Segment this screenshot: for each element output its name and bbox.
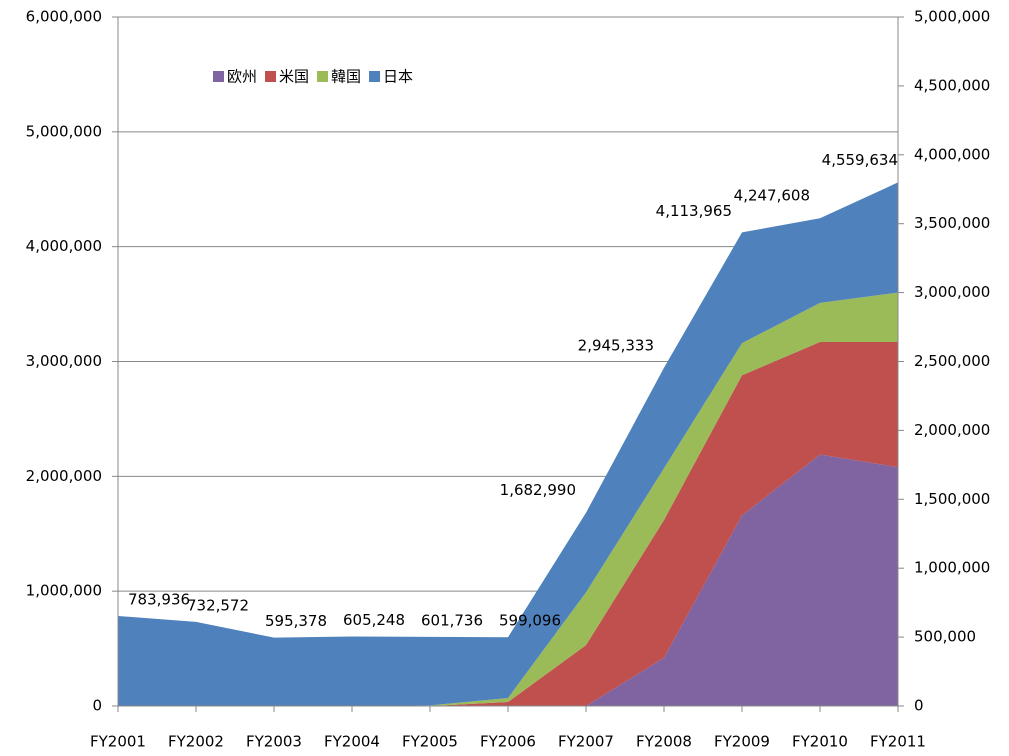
legend-label: 欧州 (227, 68, 257, 86)
total-label: 4,559,634 (822, 151, 898, 169)
legend-label: 韓国 (331, 68, 361, 86)
y2-tick-label: 1,000,000 (914, 559, 990, 577)
total-label: 605,248 (343, 611, 405, 629)
x-tick-label: FY2008 (636, 733, 692, 751)
y-tick-label: 0 (92, 697, 102, 715)
y2-tick-label: 3,500,000 (914, 214, 990, 232)
total-label: 599,096 (499, 612, 561, 630)
x-tick-label: FY2011 (870, 733, 926, 751)
x-tick-label: FY2001 (90, 733, 146, 751)
total-label: 601,736 (421, 611, 483, 629)
y2-tick-label: 0 (914, 697, 924, 715)
y-tick-label: 1,000,000 (26, 582, 102, 600)
area (118, 182, 898, 706)
y2-tick-label: 1,500,000 (914, 490, 990, 508)
total-label: 595,378 (265, 612, 327, 630)
y2-tick-label: 5,000,000 (914, 8, 990, 26)
x-tick-label: FY2007 (558, 733, 614, 751)
y2-tick-label: 2,500,000 (914, 352, 990, 370)
y-tick-label: 5,000,000 (26, 122, 102, 140)
total-label: 1,682,990 (500, 481, 576, 499)
x-tick-label: FY2006 (480, 733, 536, 751)
legend-swatch (369, 71, 381, 82)
area (118, 454, 898, 706)
y-tick-label: 3,000,000 (26, 352, 102, 370)
y2-tick-label: 3,000,000 (914, 283, 990, 301)
legend-swatch (265, 71, 277, 82)
x-tick-label: FY2004 (324, 733, 380, 751)
total-label: 4,247,608 (734, 187, 810, 205)
legend-swatch (317, 71, 329, 82)
y-tick-label: 2,000,000 (26, 467, 102, 485)
legend-label: 日本 (383, 68, 413, 86)
total-label: 732,572 (187, 596, 249, 614)
y2-tick-label: 500,000 (914, 628, 976, 646)
x-tick-label: FY2005 (402, 733, 458, 751)
x-tick-label: FY2010 (792, 733, 848, 751)
legend-swatch (213, 71, 224, 82)
y2-tick-label: 2,000,000 (914, 421, 990, 439)
y-tick-label: 6,000,000 (26, 8, 102, 26)
y2-tick-label: 4,500,000 (914, 76, 990, 94)
y-tick-label: 4,000,000 (26, 237, 102, 255)
x-tick-label: FY2009 (714, 733, 770, 751)
legend-label: 米国 (279, 68, 309, 86)
y2-tick-label: 4,000,000 (914, 145, 990, 163)
x-tick-label: FY2002 (168, 733, 224, 751)
area (118, 292, 898, 706)
area (118, 341, 898, 706)
total-label: 4,113,965 (656, 202, 732, 220)
total-label: 783,936 (128, 590, 190, 608)
x-tick-label: FY2003 (246, 733, 302, 751)
total-label: 2,945,333 (578, 336, 654, 354)
